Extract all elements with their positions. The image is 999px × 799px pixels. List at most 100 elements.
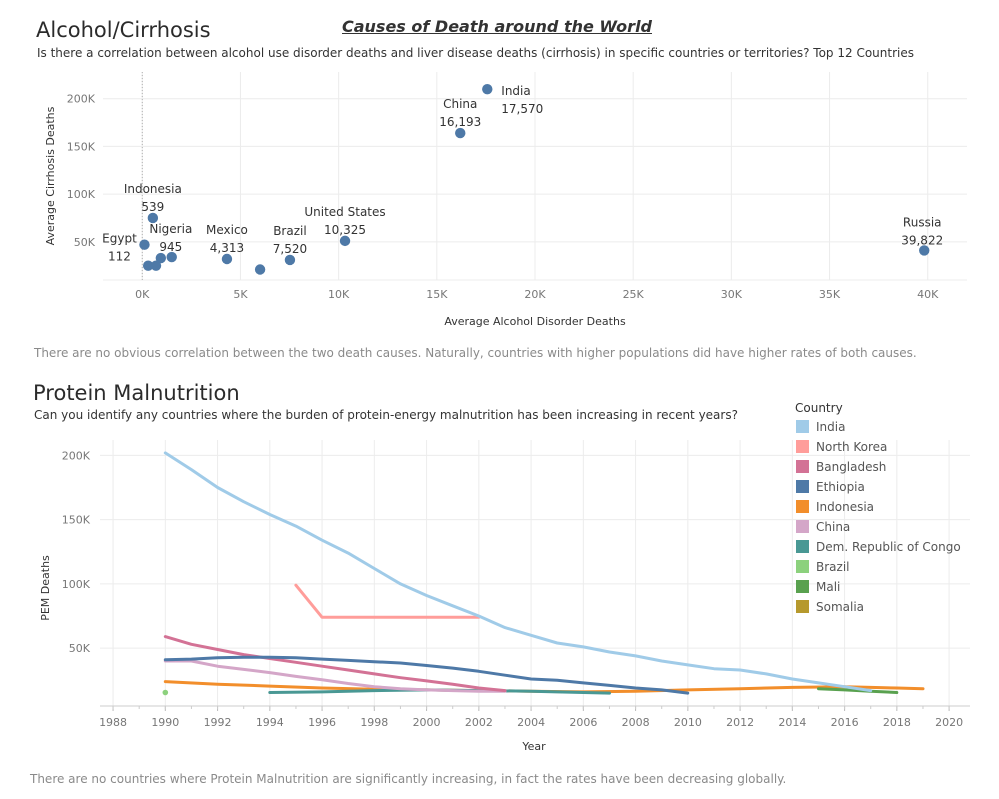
line-section-note: There are no countries where Protein Mal… [30, 772, 787, 786]
scatter-point-value-label: 7,520 [273, 242, 307, 256]
series-point-brazil [162, 689, 169, 696]
scatter-point [455, 127, 466, 139]
scatter-y-tick-label: 200K [67, 93, 96, 106]
scatter-point [142, 260, 154, 271]
scatter-point [284, 254, 296, 266]
scatter-point-name-label: China [443, 97, 477, 111]
line-section-subtitle: Can you identify any countries where the… [34, 408, 738, 422]
scatter-point-value-label: 10,325 [324, 223, 366, 237]
scatter-x-tick-label: 40K [917, 288, 939, 301]
legend-item-label[interactable]: Bangladesh [816, 460, 886, 474]
line-y-tick-label: 150K [62, 514, 91, 527]
scatter-y-tick-label: 150K [67, 140, 96, 153]
scatter-x-tick-label: 35K [819, 288, 841, 301]
line-x-tick-label: 1990 [151, 716, 179, 729]
scatter-point [339, 235, 351, 247]
line-x-tick-label: 2004 [517, 716, 545, 729]
legend-item-label[interactable]: North Korea [816, 440, 887, 454]
line-y-tick-label: 50K [69, 642, 91, 655]
series-line-north-korea [294, 583, 481, 619]
line-y-axis-title: PEM Deaths [39, 555, 52, 621]
scatter-point-value-label: 4,313 [210, 241, 244, 255]
legend-item-label[interactable]: Somalia [816, 600, 864, 614]
legend-item-label[interactable]: China [816, 520, 850, 534]
dashboard-title: Causes of Death around the World [342, 17, 652, 36]
legend-swatch[interactable] [796, 460, 809, 473]
scatter-point-name-label: Egypt [102, 232, 137, 246]
scatter-point [919, 245, 930, 256]
scatter-section-note: There are no obvious correlation between… [34, 346, 917, 360]
legend-item-label[interactable]: Indonesia [816, 500, 874, 514]
legend-swatch[interactable] [796, 560, 809, 573]
legend-swatch[interactable] [796, 520, 809, 533]
line-section-title: Protein Malnutrition [33, 381, 240, 405]
legend-swatch[interactable] [796, 580, 809, 593]
scatter-point-name-label: Indonesia [124, 182, 182, 196]
line-x-tick-label: 1992 [204, 716, 232, 729]
scatter-point-name-label: Russia [903, 215, 942, 229]
scatter-x-tick-label: 0K [135, 288, 150, 301]
legend-item-label[interactable]: India [816, 420, 845, 434]
scatter-y-tick-label: 100K [67, 188, 96, 201]
alcohol-cirrhosis-scatter-chart[interactable]: 50K 100K 150K 200K 0K 5K 10K 15K 20K 25K 30K 35K 40K… [0, 62, 999, 342]
line-x-tick-label: 2014 [778, 716, 806, 729]
line-x-tick-label: 2006 [569, 716, 597, 729]
scatter-point-value-label: 17,570 [501, 102, 543, 116]
line-x-tick-label: 2018 [883, 716, 911, 729]
legend-item-label[interactable]: Mali [816, 580, 840, 594]
scatter-point-name-label: Brazil [273, 224, 307, 238]
scatter-point-value-label: 945 [159, 240, 182, 254]
scatter-section-title: Alcohol/Cirrhosis [36, 18, 211, 42]
scatter-point-name-label: Nigeria [149, 222, 192, 236]
scatter-point [139, 239, 150, 250]
country-legend[interactable]: Country India North Korea Bangladesh Ethiopi… [780, 396, 990, 626]
legend-swatch[interactable] [796, 540, 809, 553]
legend-swatch[interactable] [796, 600, 809, 613]
scatter-point-value-label: 39,822 [901, 233, 943, 247]
scatter-x-tick-label: 25K [623, 288, 645, 301]
line-x-tick-label: 1994 [256, 716, 284, 729]
scatter-point-name-label: Mexico [206, 223, 248, 237]
scatter-point-value-label: 539 [141, 200, 164, 214]
line-x-axis-title: Year [521, 740, 546, 753]
legend-title: Country [795, 401, 843, 415]
scatter-x-tick-label: 30K [721, 288, 743, 301]
legend-item-label[interactable]: Brazil [816, 560, 850, 574]
scatter-x-axis-title: Average Alcohol Disorder Deaths [444, 315, 626, 328]
line-x-tick-label: 2002 [465, 716, 493, 729]
protein-malnutrition-line-chart[interactable]: 50K 100K 150K 200K 1988 1990 1992 1994 1996 1998 2… [0, 436, 999, 766]
legend-item-label[interactable]: Dem. Republic of Congo [816, 540, 961, 554]
scatter-section-subtitle: Is there a correlation between alcohol u… [37, 46, 914, 60]
line-y-tick-label: 100K [62, 578, 91, 591]
legend-swatch[interactable] [796, 480, 809, 493]
line-x-tick-label: 2010 [674, 716, 702, 729]
scatter-point [147, 212, 159, 224]
scatter-point [254, 264, 266, 275]
line-x-tick-label: 1996 [308, 716, 336, 729]
legend-item-label[interactable]: Ethiopia [816, 480, 865, 494]
series-line-bangladesh [163, 635, 507, 693]
scatter-point [482, 83, 493, 95]
legend-swatch[interactable] [796, 500, 809, 513]
scatter-point-name-label: United States [304, 205, 385, 219]
line-x-tick-label: 2016 [831, 716, 859, 729]
scatter-point-name-label: India [501, 84, 530, 98]
scatter-point [150, 260, 162, 271]
legend-swatch[interactable] [796, 420, 809, 433]
line-x-tick-label: 1988 [99, 716, 127, 729]
line-x-tick-label: 2020 [935, 716, 963, 729]
scatter-x-tick-label: 5K [233, 288, 248, 301]
scatter-x-tick-label: 20K [524, 288, 546, 301]
series-line-china [163, 659, 507, 693]
scatter-point [221, 253, 233, 265]
line-x-tick-label: 2000 [413, 716, 441, 729]
line-y-tick-label: 200K [62, 449, 91, 462]
line-x-tick-label: 1998 [360, 716, 388, 729]
scatter-y-axis-title: Average Cirrhosis Deaths [44, 106, 57, 245]
series-line-india [163, 451, 873, 693]
scatter-point [155, 252, 167, 264]
legend-swatch[interactable] [796, 440, 809, 453]
scatter-x-tick-label: 10K [328, 288, 350, 301]
series-line-ethiopia [163, 655, 690, 695]
scatter-point-value-label: 112 [108, 250, 131, 264]
